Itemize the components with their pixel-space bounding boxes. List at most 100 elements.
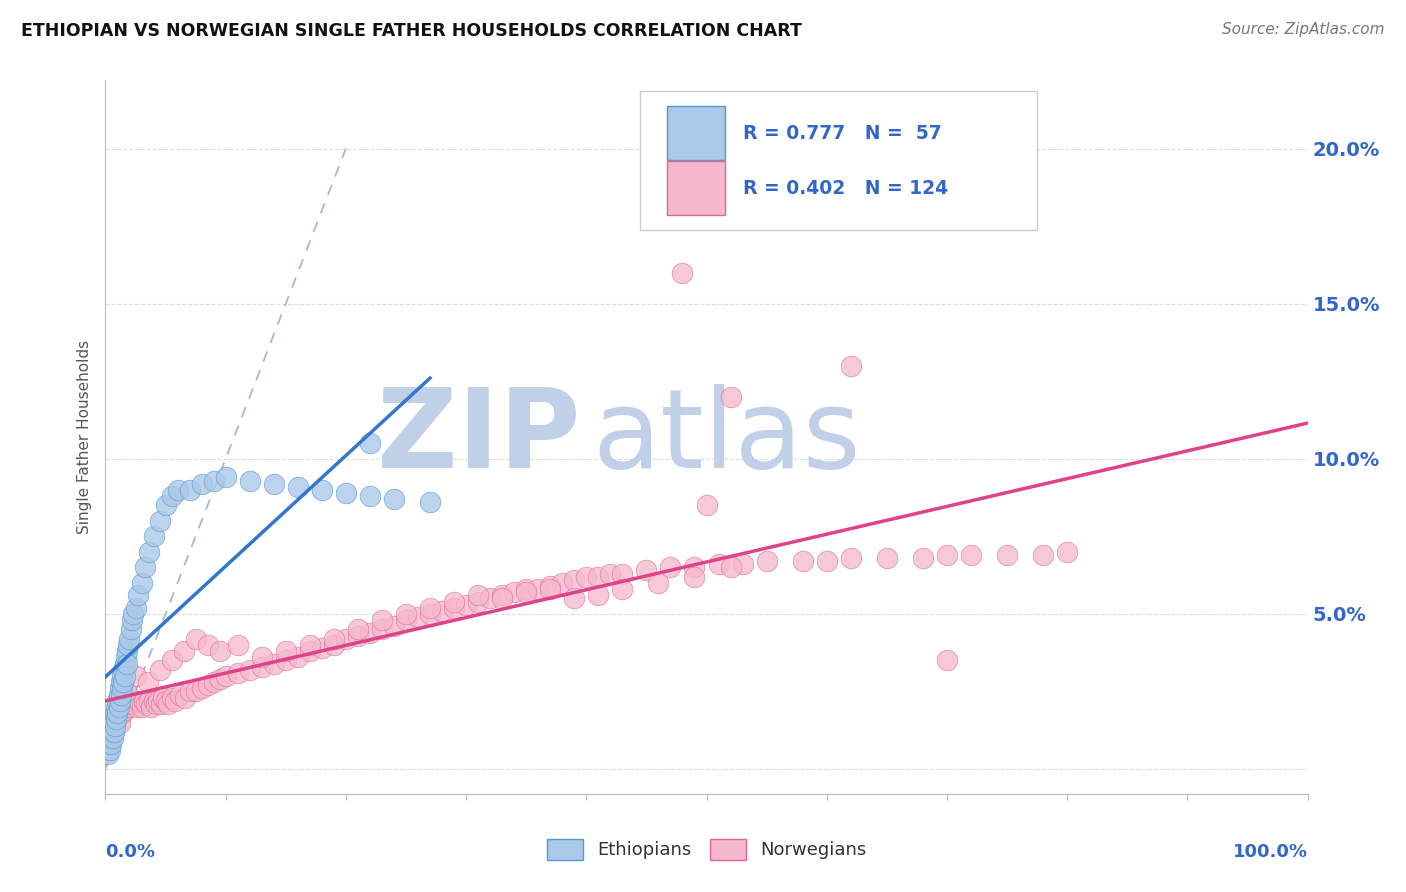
Point [155, 499, 177, 513]
Point [287, 480, 309, 494]
Point [382, 492, 405, 507]
Point [104, 706, 127, 721]
Text: ETHIOPIAN VS NORWEGIAN SINGLE FATHER HOUSEHOLDS CORRELATION CHART: ETHIOPIAN VS NORWEGIAN SINGLE FATHER HOU… [21, 22, 801, 40]
Point [936, 653, 959, 667]
Text: R = 0.777   N =  57: R = 0.777 N = 57 [742, 124, 942, 143]
Point [274, 644, 297, 658]
Point [152, 690, 174, 705]
Point [683, 560, 706, 574]
Text: 100.0%: 100.0% [1233, 843, 1308, 861]
Point [359, 436, 381, 450]
Point [120, 623, 142, 637]
Point [160, 489, 183, 503]
Point [382, 619, 405, 633]
Point [406, 610, 429, 624]
Point [371, 623, 394, 637]
Point [122, 607, 145, 621]
Point [250, 659, 273, 673]
Point [226, 638, 249, 652]
Point [995, 548, 1018, 562]
Point [104, 718, 127, 732]
Point [538, 579, 561, 593]
Point [815, 554, 838, 568]
Point [250, 650, 273, 665]
Point [114, 657, 136, 671]
Point [359, 489, 381, 503]
Point [160, 690, 183, 705]
Point [371, 613, 394, 627]
Point [101, 731, 124, 745]
Text: R = 0.402   N = 124: R = 0.402 N = 124 [742, 178, 948, 197]
Point [127, 588, 149, 602]
Point [100, 715, 122, 730]
Point [145, 697, 167, 711]
Point [562, 573, 585, 587]
Point [148, 663, 170, 677]
Point [707, 558, 730, 572]
Point [527, 582, 550, 596]
Point [156, 697, 179, 711]
Point [322, 638, 344, 652]
Point [839, 359, 862, 373]
Point [179, 483, 201, 497]
Point [148, 514, 170, 528]
Point [562, 591, 585, 606]
Point [107, 713, 129, 727]
FancyBboxPatch shape [640, 91, 1038, 230]
Point [117, 694, 139, 708]
Point [671, 266, 693, 280]
Point [115, 684, 138, 698]
Point [107, 706, 129, 721]
Point [263, 476, 285, 491]
Point [114, 703, 136, 717]
Point [125, 700, 148, 714]
Point [107, 700, 129, 714]
Point [612, 566, 634, 581]
Point [115, 650, 138, 665]
Point [115, 644, 138, 658]
Point [149, 697, 172, 711]
Point [107, 694, 129, 708]
Text: atlas: atlas [592, 384, 860, 491]
Point [115, 697, 138, 711]
FancyBboxPatch shape [666, 161, 724, 215]
Y-axis label: Single Father Households: Single Father Households [77, 340, 93, 534]
Point [101, 724, 124, 739]
Point [184, 684, 207, 698]
Text: Source: ZipAtlas.com: Source: ZipAtlas.com [1222, 22, 1385, 37]
Point [226, 665, 249, 680]
Point [419, 495, 441, 509]
Point [755, 554, 778, 568]
Point [112, 675, 135, 690]
Point [98, 731, 121, 745]
Point [103, 715, 125, 730]
Point [103, 724, 125, 739]
Point [443, 594, 465, 608]
Point [911, 551, 934, 566]
Point [419, 600, 441, 615]
Point [105, 713, 128, 727]
Point [111, 669, 134, 683]
Point [118, 632, 141, 646]
Point [419, 607, 441, 621]
Point [115, 700, 138, 714]
Point [960, 548, 983, 562]
Point [166, 483, 188, 497]
Point [155, 694, 177, 708]
Point [108, 694, 131, 708]
Point [443, 600, 465, 615]
Point [100, 737, 122, 751]
Point [124, 600, 146, 615]
Point [347, 623, 370, 637]
Point [202, 474, 225, 488]
Point [479, 591, 502, 606]
Point [599, 566, 621, 581]
Point [132, 694, 155, 708]
Point [214, 470, 236, 484]
Point [128, 694, 150, 708]
Point [115, 657, 138, 671]
Point [100, 731, 122, 745]
Point [120, 694, 142, 708]
Point [112, 694, 135, 708]
Point [165, 694, 187, 708]
